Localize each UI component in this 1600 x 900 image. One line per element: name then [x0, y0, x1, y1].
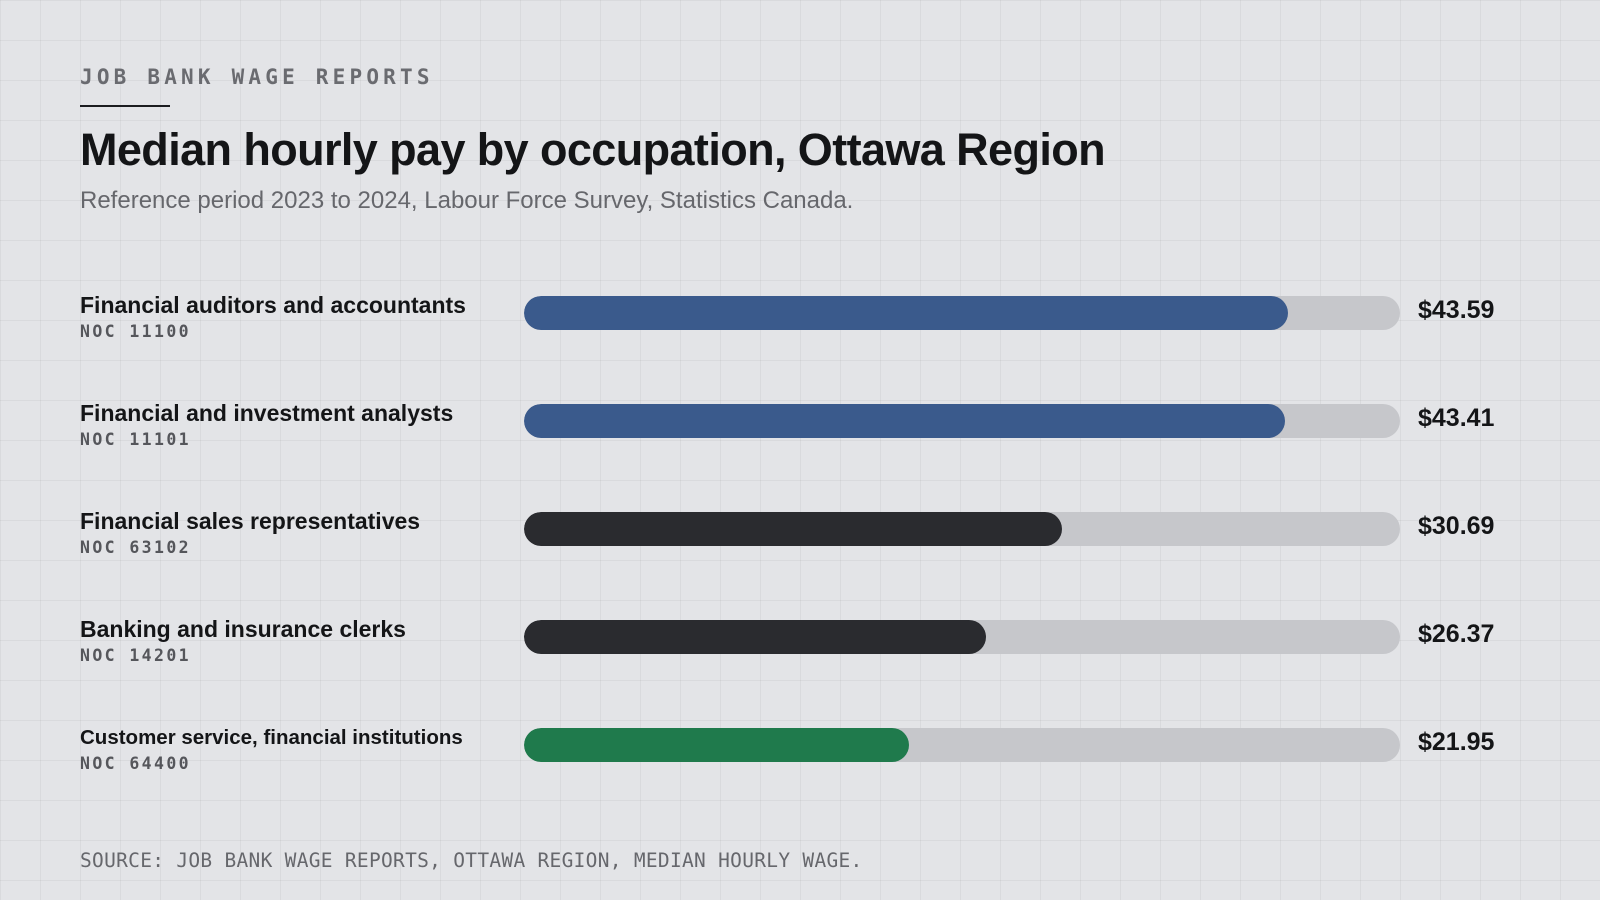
bar [524, 728, 909, 762]
category-label: Financial and investment analysts [80, 400, 454, 426]
source-note: SOURCE: JOB BANK WAGE REPORTS, OTTAWA RE… [80, 849, 863, 872]
value-label: $21.95 [1418, 728, 1495, 756]
category-label: Financial auditors and accountants [80, 292, 466, 318]
noc-code: NOC 11100 [80, 322, 192, 341]
noc-code: NOC 11101 [80, 430, 192, 449]
bar-row: Financial and investment analysts NOC 111… [0, 400, 1600, 470]
bar-track [524, 512, 1400, 546]
noc-code: NOC 14201 [80, 646, 192, 665]
bar-track [524, 296, 1400, 330]
kicker: JOB BANK WAGE REPORTS [80, 65, 434, 89]
bar-track [524, 620, 1400, 654]
category-label: Customer service, financial institutions [80, 726, 463, 749]
chart-subtitle: Reference period 2023 to 2024, Labour Fo… [80, 187, 854, 214]
kicker-rule [80, 105, 170, 107]
bar-track [524, 404, 1400, 438]
bar-row: Banking and insurance clerks NOC 14201 $26… [0, 616, 1600, 686]
bar-row: Customer service, financial institutions… [0, 724, 1600, 794]
category-label: Banking and insurance clerks [80, 616, 406, 642]
noc-code: NOC 63102 [80, 538, 192, 557]
value-label: $30.69 [1418, 512, 1495, 540]
bar [524, 512, 1062, 546]
bar [524, 404, 1285, 438]
bar [524, 296, 1288, 330]
noc-code: NOC 64400 [80, 754, 192, 773]
bar-track [524, 728, 1400, 762]
chart-title: Median hourly pay by occupation, Ottawa … [80, 124, 1106, 175]
category-label: Financial sales representatives [80, 508, 421, 534]
value-label: $26.37 [1418, 620, 1495, 648]
bar-row: Financial sales representatives NOC 63102… [0, 508, 1600, 578]
bar [524, 620, 986, 654]
value-label: $43.59 [1418, 296, 1495, 324]
value-label: $43.41 [1418, 404, 1495, 432]
bar-row: Financial auditors and accountants NOC 11… [0, 292, 1600, 362]
